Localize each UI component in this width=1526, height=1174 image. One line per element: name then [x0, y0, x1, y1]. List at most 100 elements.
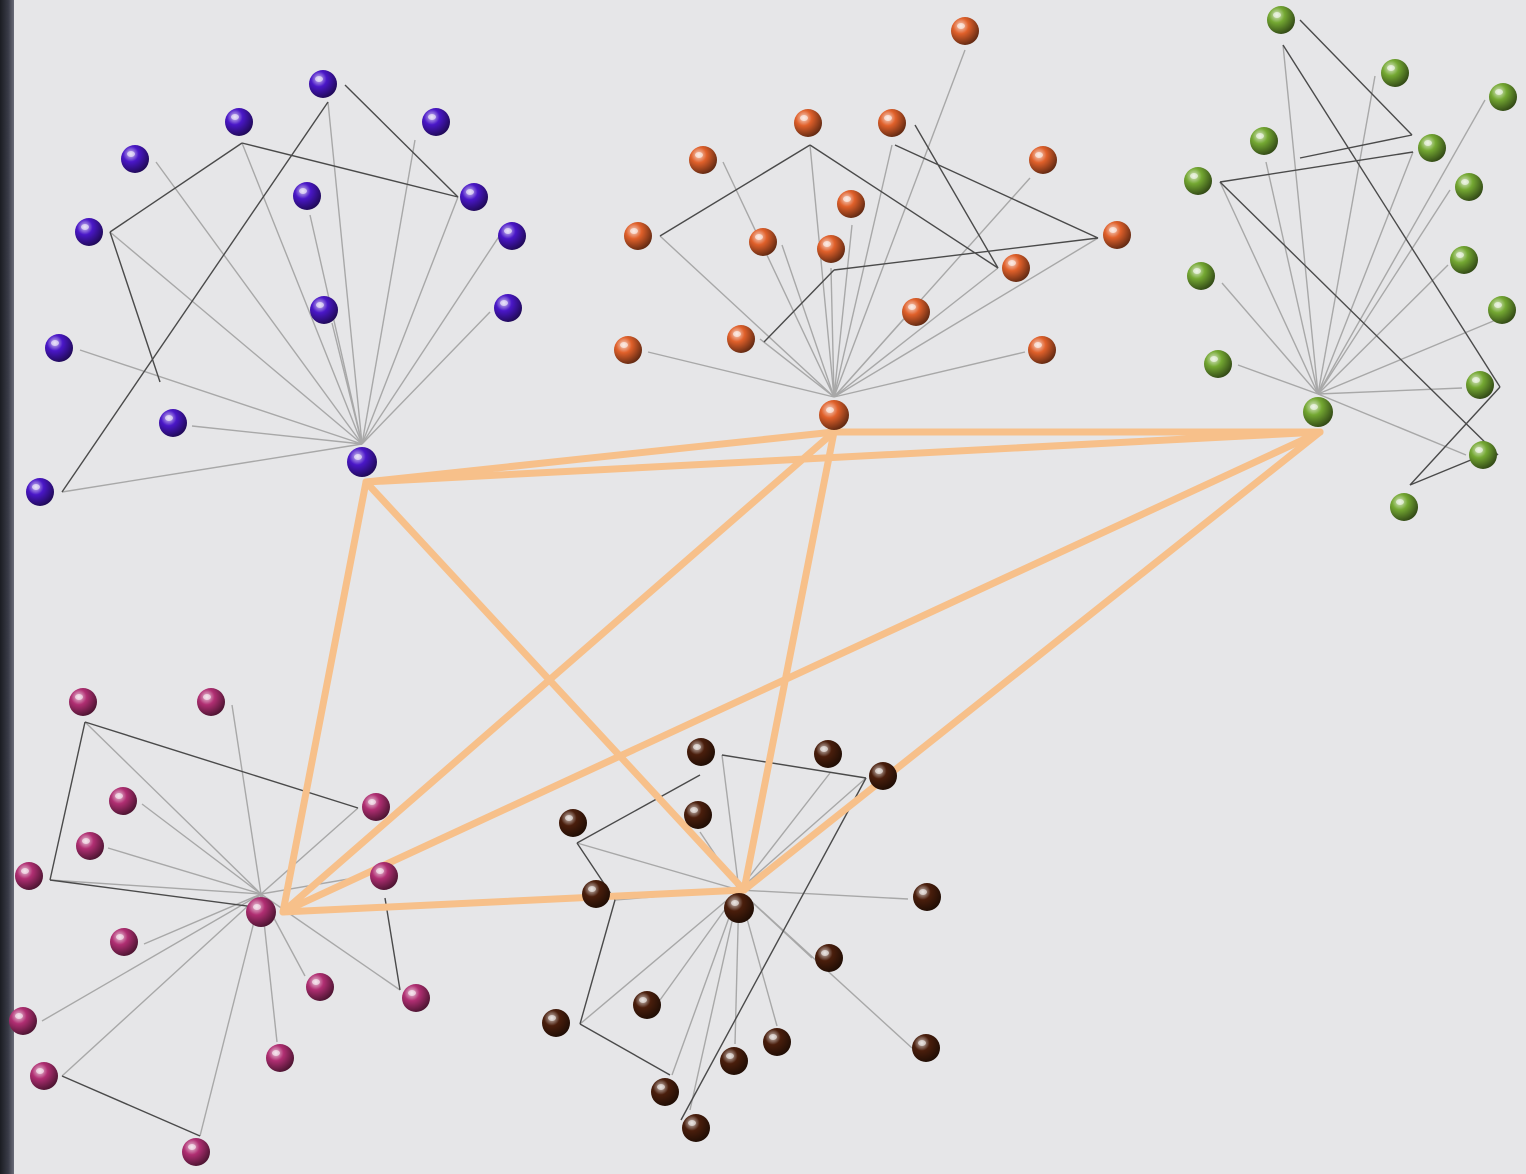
node-highlight	[82, 838, 90, 844]
green-node	[1418, 134, 1446, 162]
magenta-spoke-edge	[143, 893, 262, 945]
orange-spoke-edge	[722, 161, 835, 398]
orange-node	[902, 298, 930, 326]
brown-spoke-edge	[738, 889, 909, 900]
orange-link-edge	[894, 144, 1099, 239]
green-node	[1390, 493, 1418, 521]
purple-spoke-edge	[361, 139, 416, 445]
node-highlight	[312, 979, 320, 985]
orange-link-edge	[914, 124, 999, 269]
brown-node	[582, 880, 610, 908]
orange-node	[749, 228, 777, 256]
green-spoke-edge	[1317, 393, 1467, 456]
left-edge-strip	[0, 0, 14, 1174]
node-highlight	[726, 1053, 734, 1059]
node-highlight	[1034, 342, 1042, 348]
purple-spoke-edge	[331, 322, 363, 445]
magenta-link-edge	[384, 897, 401, 991]
brown-node	[869, 762, 897, 790]
brown-spoke-edge	[579, 889, 740, 1025]
node-highlight	[1035, 152, 1043, 158]
node-highlight	[253, 904, 261, 910]
green-hub-node	[1303, 397, 1333, 427]
node-highlight	[500, 300, 508, 306]
magenta-spoke-edge	[260, 807, 359, 895]
node-highlight	[36, 1068, 44, 1074]
purple-spoke-edge	[327, 101, 363, 445]
orange-node	[624, 222, 652, 250]
green-link-edge	[1409, 386, 1501, 486]
node-highlight	[565, 815, 573, 821]
node-highlight	[957, 23, 965, 29]
green-spoke-edge	[1237, 364, 1319, 395]
magenta-node	[9, 1007, 37, 1035]
brown-node	[633, 991, 661, 1019]
orange-node	[614, 336, 642, 364]
purple-link-edge	[344, 84, 459, 198]
node-highlight	[1210, 356, 1218, 362]
brown-node	[542, 1009, 570, 1037]
purple-node	[159, 409, 187, 437]
green-spoke-edge	[1317, 75, 1376, 395]
node-highlight	[769, 1034, 777, 1040]
orange-node	[1103, 221, 1131, 249]
green-node	[1466, 371, 1494, 399]
green-node	[1455, 173, 1483, 201]
brown-node	[815, 944, 843, 972]
orange-node	[1002, 254, 1030, 282]
hub-link-line	[279, 428, 1324, 916]
node-highlight	[81, 224, 89, 230]
orange-spoke-edge	[833, 224, 853, 398]
node-highlight	[368, 799, 376, 805]
node-highlight	[116, 934, 124, 940]
orange-spoke-edge	[647, 351, 835, 398]
green-node	[1381, 59, 1409, 87]
orange-spoke-edge	[833, 267, 999, 398]
hub-link-line	[362, 428, 838, 486]
magenta-node	[30, 1062, 58, 1090]
node-highlight	[875, 768, 883, 774]
orange-spoke-edge	[833, 311, 911, 398]
magenta-spoke-edge	[107, 847, 262, 895]
node-highlight	[800, 115, 808, 121]
brown-link-edge	[579, 1023, 671, 1076]
brown-node	[814, 740, 842, 768]
green-node	[1187, 262, 1215, 290]
magenta-link-edge	[49, 721, 86, 881]
magenta-spoke-edge	[141, 803, 262, 895]
node-highlight	[639, 997, 647, 1003]
node-highlight	[1193, 268, 1201, 274]
brown-node	[912, 1034, 940, 1062]
node-highlight	[299, 188, 307, 194]
brown-link-edge	[579, 899, 616, 1025]
purple-link-edge	[61, 101, 329, 493]
node-highlight	[1008, 260, 1016, 266]
node-highlight	[823, 241, 831, 247]
green-node	[1488, 296, 1516, 324]
orange-node	[794, 109, 822, 137]
orange-node	[817, 235, 845, 263]
orange-link-edge	[833, 237, 1099, 271]
node-highlight	[203, 694, 211, 700]
orange-spoke-edge	[830, 267, 835, 398]
node-highlight	[1472, 377, 1480, 383]
node-highlight	[1387, 65, 1395, 71]
magenta-hub-node	[246, 897, 276, 927]
purple-spoke-edge	[309, 214, 363, 445]
hub-link-line	[740, 428, 1324, 894]
orange-node	[1029, 146, 1057, 174]
green-node	[1250, 127, 1278, 155]
green-link-edge	[1282, 44, 1501, 388]
brown-node	[651, 1078, 679, 1106]
node-highlight	[657, 1084, 665, 1090]
brown-node	[913, 883, 941, 911]
orange-link-edge	[809, 144, 999, 269]
magenta-spoke-edge	[199, 893, 262, 1137]
node-highlight	[1461, 179, 1469, 185]
node-highlight	[826, 407, 834, 413]
node-highlight	[1310, 404, 1318, 410]
orange-spoke-edge	[781, 244, 835, 398]
brown-node	[687, 738, 715, 766]
purple-spoke-edge	[361, 234, 501, 445]
purple-node	[26, 478, 54, 506]
